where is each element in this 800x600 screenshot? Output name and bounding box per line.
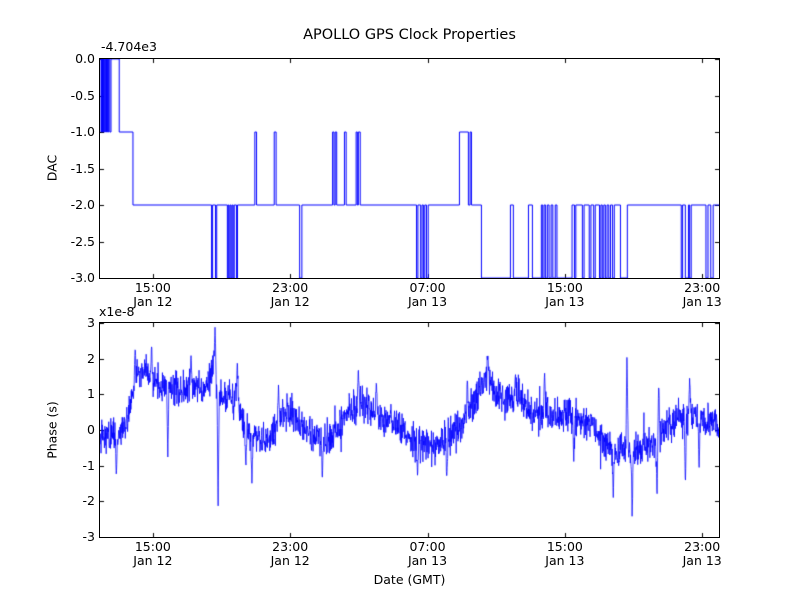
phase-axes <box>99 322 720 538</box>
x-tick-date: Jan 13 <box>545 552 585 568</box>
phase-plot-canvas <box>100 323 719 537</box>
page-title: APOLLO GPS Clock Properties <box>303 27 516 43</box>
y-tick-label: 3 <box>87 315 95 330</box>
dac-axis-offset-text: -4.704e3 <box>101 39 157 54</box>
x-tick-label: 23:00 Jan 13 <box>657 281 747 308</box>
x-tick-label: 15:00 Jan 12 <box>108 281 198 308</box>
y-tick-label: -1 <box>82 457 95 473</box>
x-tick-time: 15:00 <box>546 539 583 554</box>
x-tick-time: 23:00 <box>272 539 309 554</box>
x-tick-time: 07:00 <box>409 280 446 295</box>
x-tick-time: 15:00 <box>546 280 583 295</box>
x-tick-time: 23:00 <box>684 280 721 295</box>
y-tick-label: -0.5 <box>70 87 95 103</box>
x-tick-date: Jan 13 <box>682 293 722 309</box>
x-tick-date: Jan 12 <box>133 552 173 568</box>
x-tick-time: 15:00 <box>134 280 171 295</box>
x-tick-date: Jan 12 <box>270 293 310 309</box>
y-tick-label: 1 <box>87 386 95 402</box>
x-tick-time: 07:00 <box>409 539 446 554</box>
x-tick-label: 07:00 Jan 13 <box>383 540 473 567</box>
x-tick-date: Jan 13 <box>407 293 448 309</box>
x-tick-date: Jan 12 <box>133 293 173 309</box>
x-tick-label: 23:00 Jan 12 <box>245 540 335 567</box>
y-tick-label: -1.0 <box>70 124 95 139</box>
dac-axes <box>99 58 720 279</box>
x-tick-label: 15:00 Jan 12 <box>108 540 198 567</box>
phase-axis-multiplier-text: x1e-8 <box>99 304 135 319</box>
x-tick-date: Jan 12 <box>270 552 310 568</box>
x-tick-time: 15:00 <box>134 539 171 554</box>
x-tick-label: 23:00 Jan 12 <box>245 281 335 308</box>
x-tick-date: Jan 13 <box>682 552 722 568</box>
y-tick-label: -2.0 <box>70 197 95 212</box>
x-tick-label: 15:00 Jan 13 <box>520 540 610 567</box>
x-tick-date: Jan 13 <box>545 293 585 309</box>
dac-plot-canvas <box>100 59 719 278</box>
x-tick-label: 15:00 Jan 13 <box>520 281 610 308</box>
y-tick-label: -1.5 <box>70 160 95 176</box>
x-tick-label: 07:00 Jan 13 <box>383 281 473 308</box>
y-tick-label: 2 <box>87 350 95 366</box>
x-tick-time: 23:00 <box>272 280 309 295</box>
x-tick-label: 23:00 Jan 13 <box>657 540 747 567</box>
y-tick-label: 0.0 <box>75 51 95 66</box>
x-tick-time: 23:00 <box>684 539 721 554</box>
y-tick-label: -3.0 <box>70 270 95 285</box>
y-tick-label: -3 <box>82 529 95 544</box>
y-tick-label: -2 <box>82 493 95 509</box>
x-tick-date: Jan 13 <box>407 552 448 568</box>
y-tick-label: 0 <box>87 422 95 437</box>
y-tick-label: -2.5 <box>70 233 95 249</box>
x-axis-label: Date (GMT) <box>373 572 446 587</box>
